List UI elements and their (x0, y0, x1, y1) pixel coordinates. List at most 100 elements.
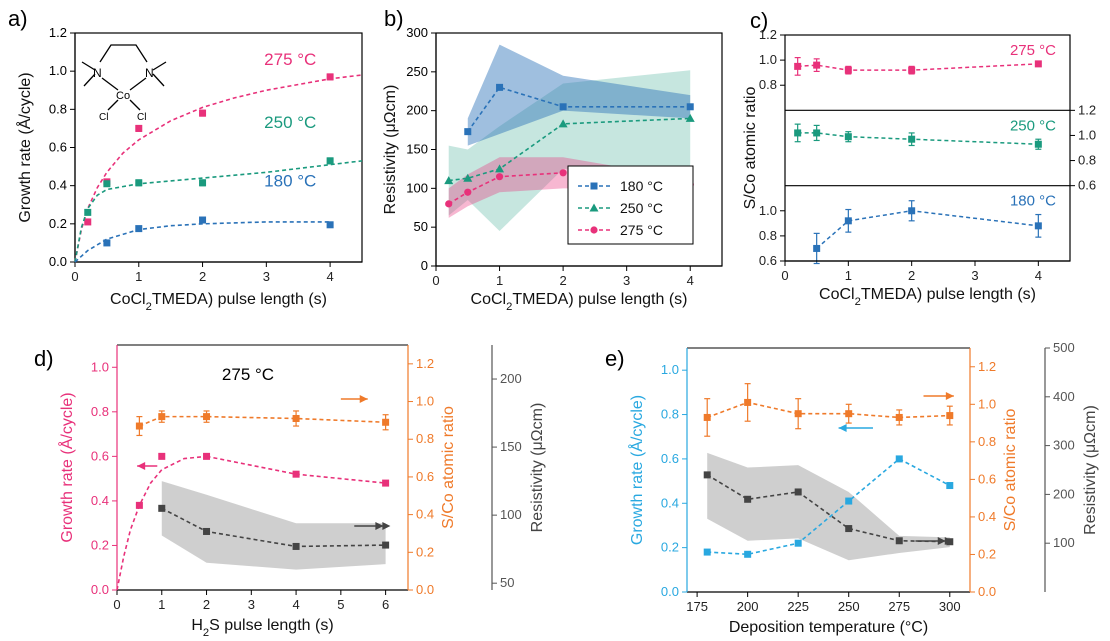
data-point (496, 83, 504, 91)
y-tick-label: 1.0 (1078, 127, 1096, 142)
fit-line (116, 455, 207, 591)
data-point (199, 216, 207, 224)
data-point (292, 415, 300, 422)
data-point (813, 244, 821, 252)
y-tick-label: 200 (500, 371, 522, 386)
y-tick-label: 0.6 (978, 471, 996, 486)
series-line (707, 457, 951, 556)
y-tick-label: 0.8 (1078, 153, 1096, 168)
data-point (1034, 60, 1042, 68)
data-point (158, 504, 166, 512)
x-tick-label: 4 (326, 269, 333, 284)
y-tick-label: 0.6 (416, 469, 434, 484)
y-tick-label: 1.0 (416, 394, 434, 409)
data-point (135, 124, 143, 132)
y-tick-label: 1.0 (978, 396, 996, 411)
data-point (464, 188, 472, 196)
y-tick-label: 1.0 (49, 63, 67, 78)
x-tick-label: 175 (686, 599, 708, 614)
plot-frame (784, 34, 1071, 262)
panel-label: a) (8, 6, 28, 31)
data-point (703, 413, 711, 421)
plot-frame (74, 32, 363, 263)
x-tick-label: 1 (845, 268, 852, 283)
y-tick-label: 0.4 (49, 178, 67, 193)
data-point (744, 398, 752, 406)
subpanel-label: 180 °C (1010, 193, 1056, 210)
series-line (706, 401, 950, 419)
x-tick-label: 1 (158, 597, 165, 612)
data-point (744, 550, 752, 558)
y-tick-label: 1.0 (759, 203, 777, 218)
arrow-head (382, 522, 391, 530)
x-axis-label: CoCl2TMEDA) pulse length (s) (819, 286, 1036, 308)
series-line (467, 86, 691, 133)
y-tick-label: 1.2 (416, 356, 434, 371)
atom-label: N (145, 66, 154, 80)
x-tick-label: 200 (737, 599, 759, 614)
x-tick-label: 1 (496, 273, 503, 288)
data-point (794, 488, 802, 496)
arrow-head (838, 424, 847, 432)
series-line (797, 63, 1039, 71)
y-tick-label: 100 (406, 180, 428, 195)
range-band (467, 44, 691, 146)
range-band (448, 70, 691, 232)
data-point (844, 66, 852, 74)
data-point (895, 413, 903, 421)
x-tick-label: 2 (559, 273, 566, 288)
arrow-head (937, 537, 946, 545)
x-tick-label: 3 (248, 597, 255, 612)
x-tick-label: 4 (687, 273, 694, 288)
data-point (844, 217, 852, 225)
y-tick-label: 0.0 (416, 582, 434, 597)
data-point (794, 539, 802, 547)
range-band (707, 452, 950, 561)
y-tick-label: 0.8 (759, 228, 777, 243)
atom-label: N (93, 66, 102, 80)
legend-label: 180 °C (620, 178, 663, 194)
x-tick-label: 3 (263, 269, 270, 284)
y-tick-label: 0.0 (91, 582, 109, 597)
y-tick-label: 100 (500, 507, 522, 522)
y-tick-label: 300 (406, 25, 428, 40)
series-line (206, 455, 386, 484)
arrow-head (375, 522, 384, 530)
data-point (794, 129, 802, 137)
panel-title: 275 °C (222, 365, 274, 384)
y-tick-label: 0.8 (759, 77, 777, 92)
series-label: 180 °C (264, 171, 316, 190)
x-tick-label: 1 (135, 269, 142, 284)
data-point (158, 452, 166, 460)
data-point (382, 418, 390, 426)
y-tick-label: 1.2 (49, 25, 67, 40)
data-point (946, 482, 954, 490)
y-tick-label: 0 (421, 258, 428, 273)
x-tick-label: 3 (971, 268, 978, 283)
data-point (558, 119, 568, 128)
y-tick-label: 0.8 (91, 404, 109, 419)
bond (152, 73, 165, 87)
series-line (139, 415, 386, 427)
data-point (1034, 140, 1042, 148)
y-tick-label: 400 (1053, 389, 1075, 404)
bond (81, 61, 96, 71)
y-tick-label: 0.4 (661, 495, 679, 510)
legend-marker (590, 226, 598, 234)
y-tick-label: 500 (1053, 340, 1075, 355)
y-tick-label: 200 (406, 103, 428, 118)
panel-label: b) (384, 6, 404, 31)
y-tick-label: 1.0 (661, 362, 679, 377)
data-point (895, 537, 903, 545)
y-tick-label: 0.6 (1078, 178, 1096, 193)
data-point (203, 452, 211, 460)
data-point (292, 470, 300, 478)
panel-b: b) 0 1 2 3 4 0 50 100 150 200 250 300 CoCl2TMEDA) pul… (382, 6, 723, 313)
atom-label: Co (116, 90, 130, 102)
data-point (199, 179, 207, 187)
series-line (706, 474, 950, 543)
data-point (445, 200, 453, 208)
data-point (844, 133, 852, 141)
y-tick-label: 0.8 (416, 431, 434, 446)
x-axis-label: Deposition temperature (°C) (729, 619, 928, 636)
